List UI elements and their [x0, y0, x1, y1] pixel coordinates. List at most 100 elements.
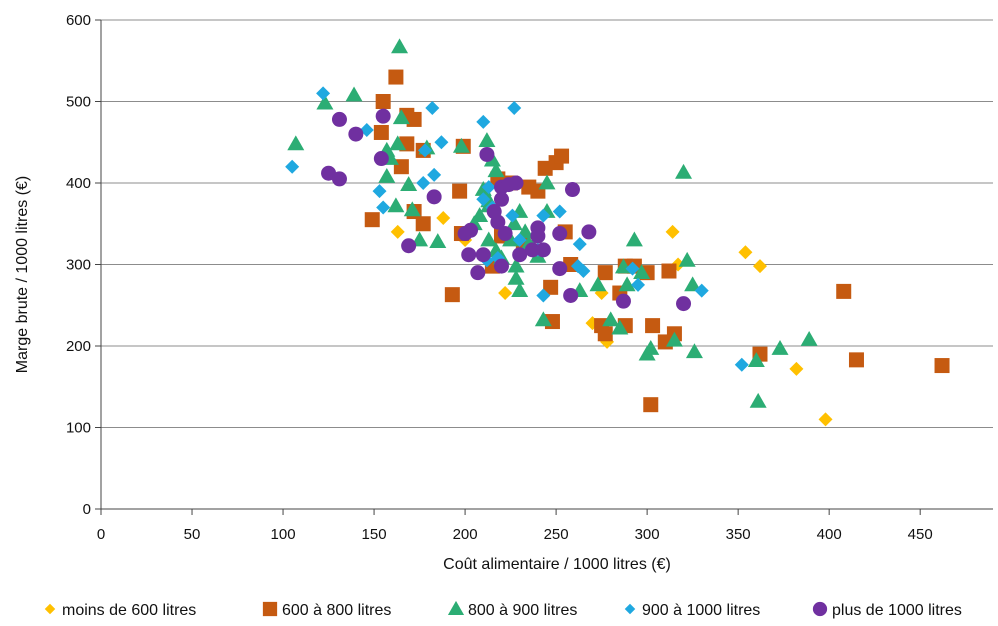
data-point: [800, 330, 818, 346]
series-1: [364, 69, 950, 413]
data-point: [348, 126, 364, 142]
data-point: [645, 318, 661, 334]
data-point: [388, 69, 404, 85]
data-point: [589, 276, 607, 292]
legend-label: 600 à 800 litres: [282, 602, 391, 619]
data-point: [665, 224, 680, 239]
data-point: [512, 247, 528, 263]
data-point: [512, 233, 527, 248]
data-point: [493, 258, 509, 274]
data-point: [364, 212, 380, 228]
data-point: [675, 163, 693, 179]
data-point: [426, 189, 442, 205]
data-point: [538, 174, 556, 190]
data-point: [375, 108, 391, 124]
y-tick-label: 600: [66, 12, 91, 29]
data-point: [391, 38, 409, 54]
x-tick-label: 0: [97, 526, 105, 543]
data-point: [611, 319, 629, 335]
data-point: [661, 263, 677, 279]
x-tick-label: 50: [184, 526, 201, 543]
data-point: [429, 233, 447, 249]
data-point: [498, 286, 513, 301]
data-point: [552, 261, 568, 277]
data-point: [376, 200, 391, 215]
data-point: [618, 276, 636, 292]
y-tick-label: 300: [66, 257, 91, 274]
data-point: [390, 224, 405, 239]
data-point: [771, 339, 789, 355]
legend-marker: [624, 603, 636, 615]
x-axis-label: Coût alimentaire / 1000 litres (€): [443, 556, 671, 573]
data-point: [749, 392, 767, 408]
data-point: [505, 208, 520, 223]
data-point: [676, 296, 692, 312]
data-point: [615, 293, 631, 309]
data-point: [564, 182, 580, 198]
data-point: [463, 222, 479, 238]
legend-label: moins de 600 litres: [62, 602, 196, 619]
data-point: [747, 352, 765, 368]
data-point: [497, 226, 513, 242]
data-point: [685, 343, 703, 359]
x-tick-label: 450: [908, 526, 933, 543]
data-point: [818, 412, 833, 427]
data-point: [403, 201, 421, 217]
data-point: [554, 148, 570, 164]
data-point: [287, 135, 305, 151]
data-point: [738, 245, 753, 260]
x-tick-label: 100: [271, 526, 296, 543]
x-tick-label: 300: [635, 526, 660, 543]
data-point: [378, 167, 396, 183]
x-tick-label: 350: [726, 526, 751, 543]
data-point: [581, 224, 597, 240]
data-point: [461, 247, 477, 263]
data-point: [536, 208, 551, 223]
data-point: [507, 101, 522, 116]
data-point: [372, 184, 387, 199]
data-point: [552, 204, 567, 219]
data-point: [444, 287, 460, 303]
data-point: [642, 339, 660, 355]
data-point: [481, 180, 496, 195]
data-point: [490, 214, 506, 230]
y-axis-ticks: 0 100 200 300 400 500 600: [66, 12, 101, 518]
data-point: [552, 226, 568, 242]
data-point: [316, 94, 334, 110]
x-tick-label: 150: [362, 526, 387, 543]
series-4: [321, 108, 692, 312]
data-point: [752, 259, 767, 274]
legend-marker: [44, 603, 56, 615]
legend-label: 800 à 900 litres: [468, 602, 577, 619]
data-point: [505, 215, 523, 231]
data-point: [602, 311, 620, 327]
y-tick-label: 500: [66, 94, 91, 111]
data-point: [507, 269, 525, 285]
x-axis-ticks: 0 50 100 150 200 250 300 350 400 450: [97, 509, 933, 543]
data-point: [316, 86, 331, 101]
data-point: [633, 264, 651, 280]
data-point: [476, 114, 491, 129]
data-point: [530, 228, 546, 244]
data-point: [563, 287, 579, 303]
data-point: [543, 279, 559, 295]
data-point: [401, 238, 417, 254]
data-point: [285, 159, 300, 174]
data-point: [470, 265, 486, 281]
data-point: [535, 242, 551, 258]
data-point: [508, 175, 524, 191]
legend-marker: [812, 601, 828, 617]
data-point: [684, 276, 702, 292]
data-point: [427, 167, 442, 182]
data-point: [434, 135, 449, 150]
data-point: [452, 183, 468, 199]
data-point: [487, 162, 505, 178]
data-point: [631, 277, 646, 292]
legend-item: 800 à 900 litres: [447, 600, 577, 619]
series-2: [287, 38, 818, 408]
data-point: [375, 94, 391, 109]
y-tick-label: 400: [66, 175, 91, 192]
data-point: [665, 331, 683, 347]
legend: moins de 600 litres 600 à 800 litres 800 à…: [44, 600, 962, 619]
data-point: [406, 111, 422, 127]
